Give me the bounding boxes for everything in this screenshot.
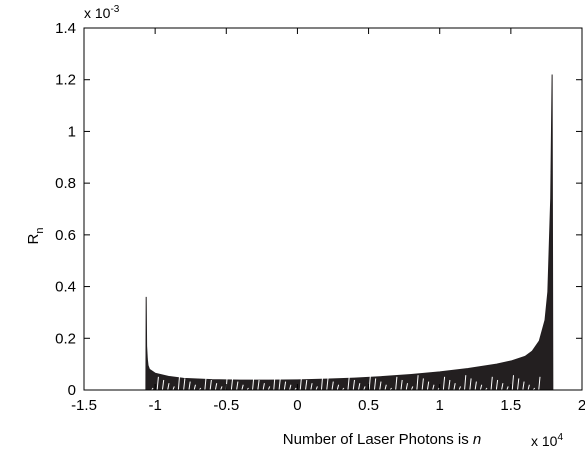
y-tick-label: 1.2 [55,72,76,89]
gap-line [236,381,239,390]
y-tick-label: 0.6 [55,227,76,244]
gap-line [188,381,191,390]
x-tick-label: -0.5 [213,397,239,414]
y-axis-label: Rn [25,228,46,245]
gap-line [193,384,196,390]
y-tick-label: 0.2 [55,330,76,347]
gap-line [321,375,324,390]
tick-layer: -1.5 -1 -0.5 0 0.5 1 1.5 2 0 0.2 0.4 0.6 0.8 1 1.2 1.4 [55,20,585,414]
gap-line [517,378,520,390]
gap-line [400,379,403,390]
gap-line [416,375,419,390]
gap-line [273,375,276,390]
gap-line [506,386,509,390]
gap-line [289,384,292,390]
x-tick-label: 1 [436,397,444,414]
gap-line [395,376,398,390]
gap-line [453,383,456,390]
series-0-gaps [151,375,541,390]
gap-line [336,384,340,390]
gap-line [299,376,302,390]
gap-line [501,383,504,390]
gap-line [522,381,525,390]
x-axis-multiplier: x 104 [531,432,563,449]
gap-line [162,379,165,390]
gap-line [252,376,255,390]
y-axis-multiplier: x 10-3 [84,4,120,21]
gap-line [352,379,355,390]
gap-line [347,376,350,390]
gap-line [220,386,223,390]
gap-line [283,381,287,390]
gap-line [262,383,265,390]
gap-line [315,386,318,390]
gap-line [490,376,493,390]
gap-line [294,387,297,390]
gap-line [411,386,414,390]
y-tick-label: 1.4 [55,20,76,37]
gap-line [421,378,424,390]
gap-line [437,387,440,390]
gap-line [257,379,260,390]
gap-line [305,379,308,390]
gap-line [405,383,408,390]
gap-line [230,378,234,390]
gap-line [448,379,451,390]
gap-line [204,376,207,390]
gap-line [368,375,371,390]
gap-line [374,378,377,390]
gap-line [342,387,345,390]
gap-line [469,378,472,390]
gap-line [167,383,170,390]
x-tick-label: -1 [148,397,161,414]
gap-line [177,375,181,390]
gap-line [464,375,467,390]
gap-line [172,386,175,390]
gap-line [156,376,159,390]
gap-line [511,375,514,390]
gap-line [215,383,218,390]
gap-line [246,387,249,390]
gap-line [485,387,488,390]
gap-line [458,386,461,390]
gap-line [495,379,499,390]
gap-line [480,384,483,390]
gap-line [278,378,281,390]
gap-line [241,384,244,390]
gap-line [527,384,530,390]
gap-line [474,381,477,390]
gap-line [209,379,212,390]
x-tick-label: 2 [578,397,585,414]
plot-frame [83,27,583,391]
gap-line [268,386,271,390]
gap-line [379,381,382,390]
series-0-area [145,74,554,391]
gap-line [183,378,186,390]
y-tick-label: 0.4 [55,279,76,296]
y-tick-label: 1 [68,123,76,140]
x-axis-label: Number of Laser Photons is n [283,431,481,448]
gap-line [384,384,387,390]
x-tick-label: -1.5 [71,397,97,414]
x-tick-label: 1.5 [500,397,521,414]
gap-line [199,387,202,390]
plot-layer [145,74,554,391]
gap-line [310,383,313,390]
x-tick-label: 0.5 [358,397,379,414]
gap-line [326,378,329,390]
gap-line [427,381,430,390]
gap-line [538,376,541,390]
gap-line [390,387,392,390]
y-tick-label: 0 [68,382,76,399]
gap-line [533,387,536,390]
x-tick-label: 0 [293,397,301,414]
gap-line [358,383,361,390]
y-tick-label: 0.8 [55,175,76,192]
gap-line [432,384,435,390]
gap-line [331,381,334,390]
gap-line [363,386,366,390]
gap-line [151,387,154,390]
gap-line [442,376,446,390]
